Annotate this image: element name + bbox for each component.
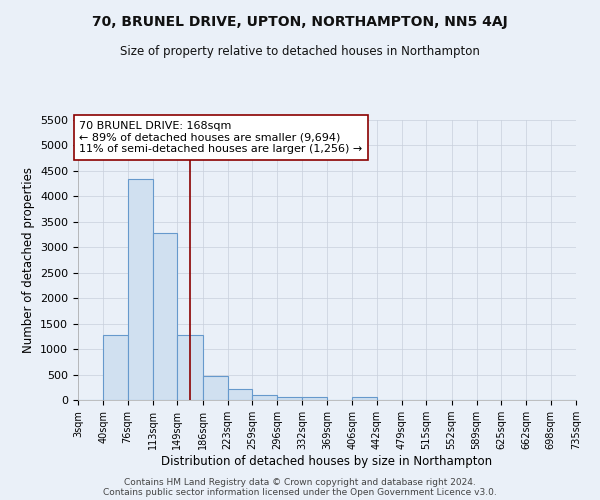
Bar — [153, 232, 178, 400]
Text: Contains HM Land Registry data © Crown copyright and database right 2024.: Contains HM Land Registry data © Crown c… — [124, 478, 476, 487]
Bar — [302, 397, 327, 400]
Bar — [103, 336, 128, 400]
Bar — [352, 397, 377, 400]
Y-axis label: Number of detached properties: Number of detached properties — [22, 167, 35, 353]
Bar — [128, 179, 153, 400]
Bar — [178, 336, 203, 400]
Text: Contains public sector information licensed under the Open Government Licence v3: Contains public sector information licen… — [103, 488, 497, 497]
Bar — [227, 390, 252, 400]
Bar — [277, 397, 302, 400]
Text: 70, BRUNEL DRIVE, UPTON, NORTHAMPTON, NN5 4AJ: 70, BRUNEL DRIVE, UPTON, NORTHAMPTON, NN… — [92, 15, 508, 29]
Text: 70 BRUNEL DRIVE: 168sqm
← 89% of detached houses are smaller (9,694)
11% of semi: 70 BRUNEL DRIVE: 168sqm ← 89% of detache… — [79, 121, 362, 154]
Bar — [203, 376, 227, 400]
Bar — [252, 395, 277, 400]
X-axis label: Distribution of detached houses by size in Northampton: Distribution of detached houses by size … — [161, 455, 493, 468]
Text: Size of property relative to detached houses in Northampton: Size of property relative to detached ho… — [120, 45, 480, 58]
